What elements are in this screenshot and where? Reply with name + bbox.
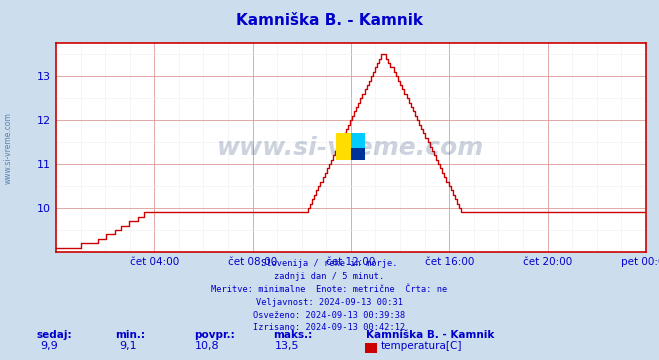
Text: Kamniška B. - Kamnik: Kamniška B. - Kamnik: [366, 330, 494, 340]
Text: Kamniška B. - Kamnik: Kamniška B. - Kamnik: [236, 13, 423, 28]
Text: min.:: min.:: [115, 330, 146, 340]
Text: 13,5: 13,5: [274, 341, 299, 351]
Text: Slovenija / reke in morje.
zadnji dan / 5 minut.
Meritve: minimalne  Enote: metr: Slovenija / reke in morje. zadnji dan / …: [212, 259, 447, 332]
Text: maks.:: maks.:: [273, 330, 313, 340]
Text: povpr.:: povpr.:: [194, 330, 235, 340]
Text: 10,8: 10,8: [195, 341, 220, 351]
Text: sedaj:: sedaj:: [36, 330, 72, 340]
Text: temperatura[C]: temperatura[C]: [381, 341, 463, 351]
Text: 9,1: 9,1: [120, 341, 137, 351]
Text: 9,9: 9,9: [41, 341, 58, 351]
Text: www.si-vreme.com: www.si-vreme.com: [4, 112, 13, 184]
Text: www.si-vreme.com: www.si-vreme.com: [217, 136, 484, 159]
